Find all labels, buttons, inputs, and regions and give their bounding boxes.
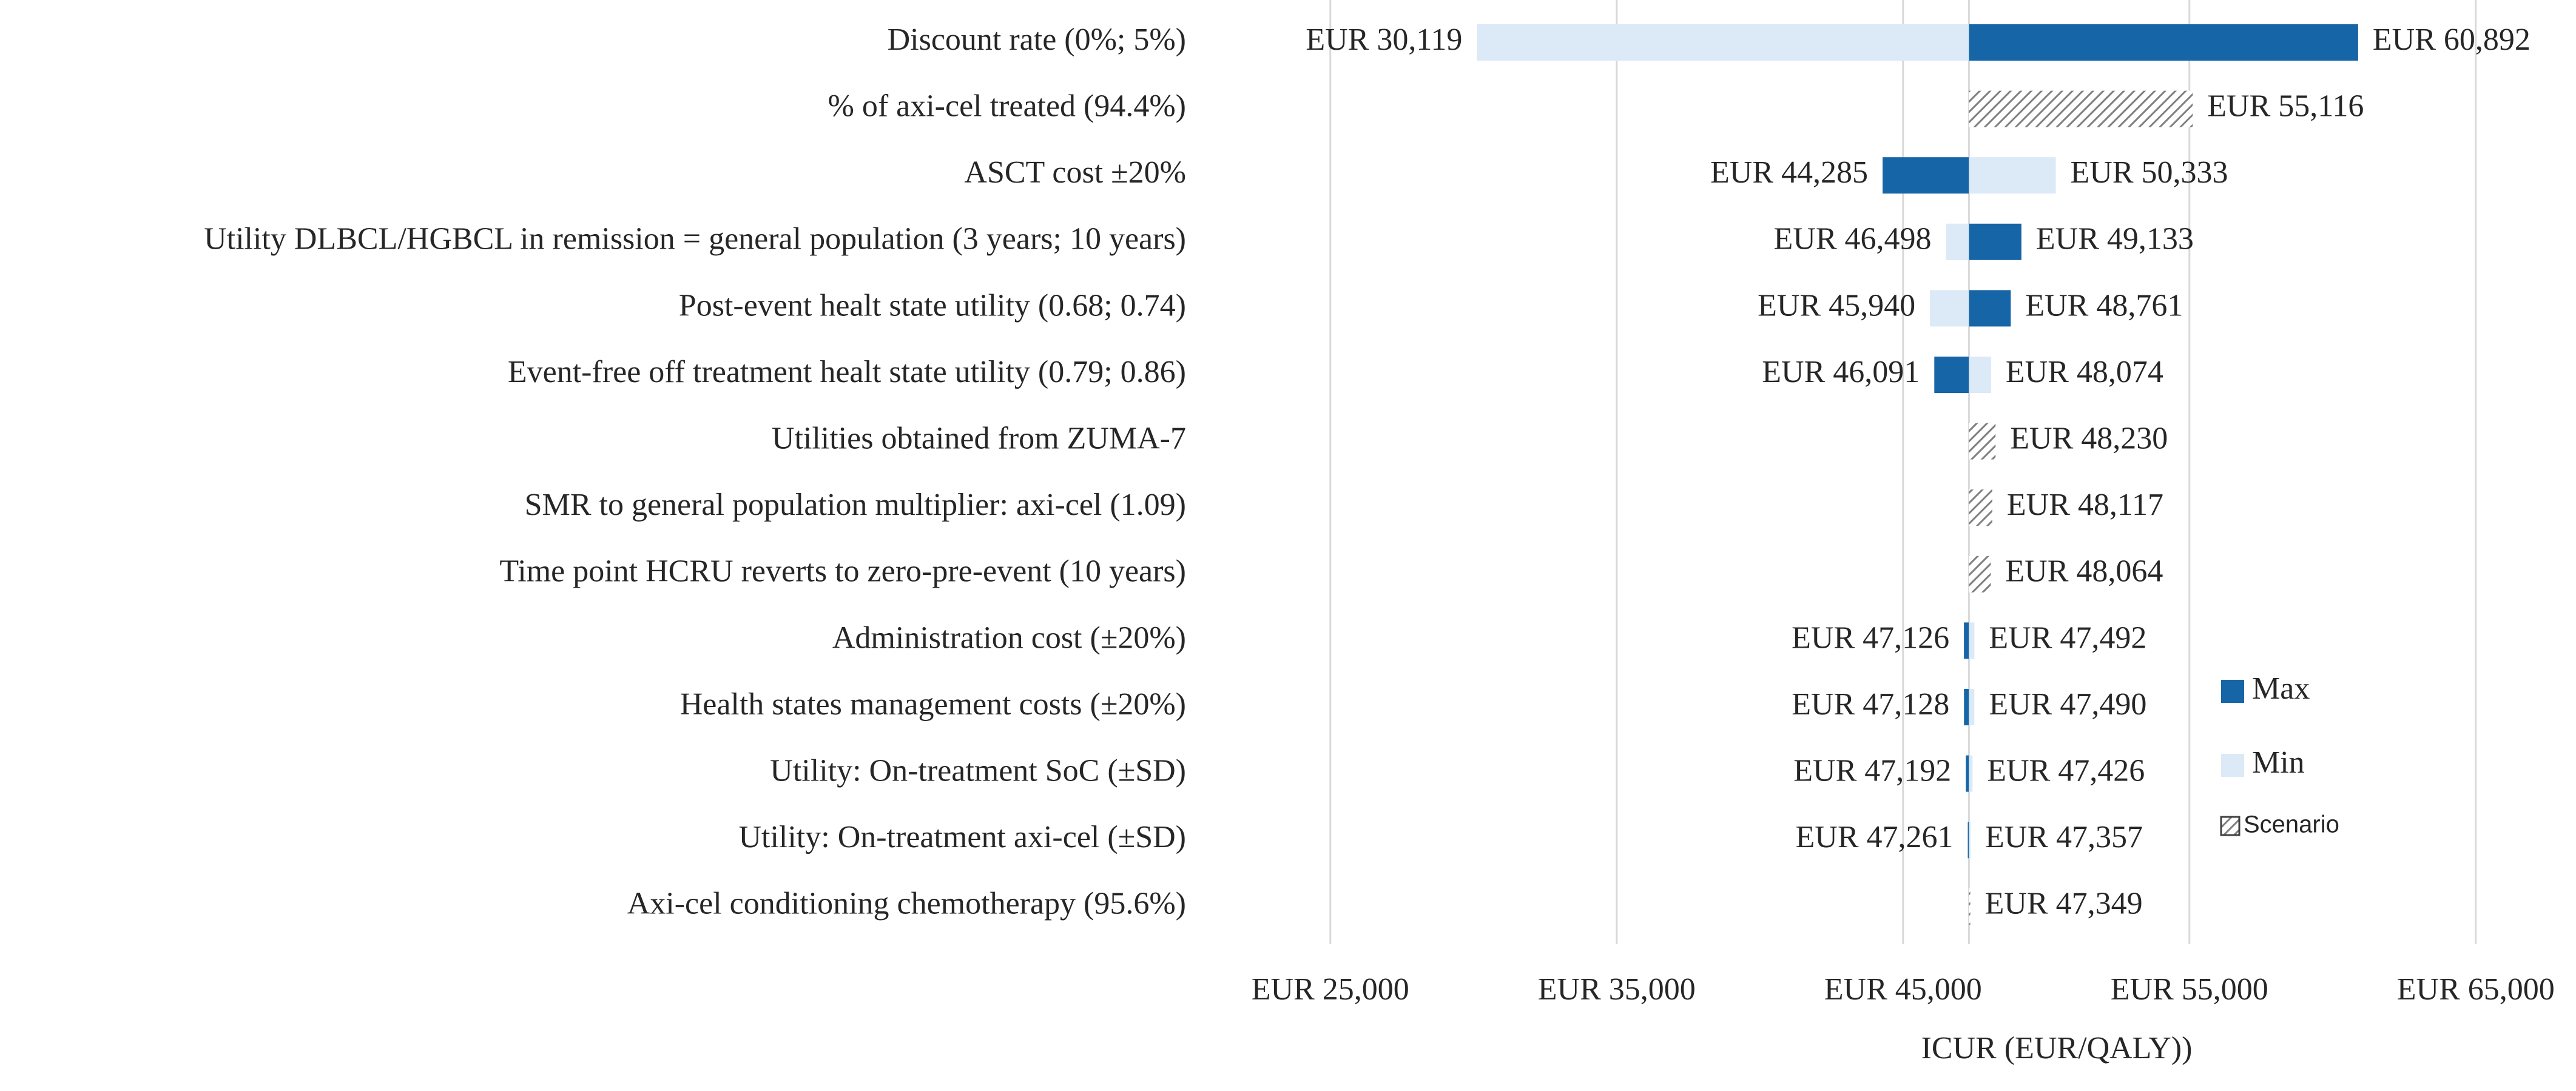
category-label: ASCT cost ±20% [964,155,1186,190]
value-label: EUR 49,133 [2036,222,2194,257]
value-label: EUR 48,761 [2025,288,2183,323]
value-label: EUR 46,498 [1774,222,1932,257]
value-label: EUR 47,492 [1989,620,2146,655]
x-tick-label: EUR 45,000 [1824,972,1982,1007]
category-label: Utility: On-treatment axi-cel (±SD) [738,820,1186,854]
x-axis-title: ICUR (EUR/QALY)) [1921,1031,2193,1066]
bar [1969,822,1971,859]
category-label: Time point HCRU reverts to zero-pre-even… [499,554,1186,589]
category-label: Event-free off treatment healt state uti… [508,355,1186,389]
value-label: EUR 48,117 [2007,488,2163,522]
category-label: Axi-cel conditioning chemotherapy (95.6%… [627,887,1186,921]
bar [1969,689,1975,725]
bar [1969,423,1996,460]
bar [1969,90,2193,127]
category-label: % of axi-cel treated (94.4%) [828,89,1186,124]
category-label: Utility: On-treatment SoC (±SD) [770,754,1186,788]
category-label: Utility DLBCL/HGBCL in remission = gener… [204,222,1186,257]
value-label: EUR 47,426 [1987,754,2145,788]
value-label: EUR 48,230 [2010,421,2168,456]
value-label: EUR 60,892 [2373,22,2530,57]
bar [1966,755,1969,792]
bar [1969,888,1971,925]
bar [1969,157,2056,194]
legend-label: Scenario [2244,811,2339,838]
value-label: EUR 47,261 [1796,820,1954,854]
x-tick-label: EUR 35,000 [1538,972,1696,1007]
category-label: Health states management costs (±20%) [680,687,1186,722]
value-label: EUR 47,490 [1989,687,2146,722]
value-label: EUR 30,119 [1306,22,1462,57]
bar [1477,24,1969,61]
value-label: EUR 47,128 [1792,687,1949,722]
legend-label: Min [2252,745,2305,780]
bar [1969,357,1991,393]
category-label: Administration cost (±20%) [832,620,1186,655]
bar [1969,290,2011,327]
legend-swatch [2221,680,2244,703]
bar [1969,622,1975,659]
legend-swatch [2221,754,2244,777]
bar [1964,689,1969,725]
value-label: EUR 48,064 [2005,554,2163,589]
bar [1964,622,1969,659]
bar [1969,489,1992,526]
bar [1967,822,1969,859]
legend-label: Max [2252,671,2310,706]
x-tick-label: EUR 55,000 [2111,972,2268,1007]
x-tick-label: EUR 65,000 [2397,972,2555,1007]
value-label: EUR 47,192 [1793,754,1951,788]
value-label: EUR 44,285 [1710,155,1868,190]
bar [1883,157,1969,194]
bar [1934,357,1969,393]
category-label: Discount rate (0%; 5%) [888,22,1186,57]
grid [1329,0,2477,944]
value-label: EUR 47,126 [1792,620,1949,655]
bar [1969,223,2021,260]
bar [1969,24,2358,61]
value-label: EUR 46,091 [1762,355,1920,389]
legend-swatch [2220,816,2241,836]
bar [1946,223,1969,260]
value-label: EUR 47,357 [1985,820,2143,854]
value-label: EUR 45,940 [1758,288,1915,323]
bar [1930,290,1969,327]
value-label: EUR 47,349 [1985,887,2143,921]
bar [1969,755,1973,792]
value-label: EUR 48,074 [2006,355,2163,389]
x-tick-label: EUR 25,000 [1252,972,1409,1007]
category-label: Post-event healt state utility (0.68; 0.… [679,288,1186,323]
category-label: Utilities obtained from ZUMA-7 [772,421,1186,456]
value-label: EUR 55,116 [2207,89,2364,124]
bar [1969,556,1991,592]
value-label: EUR 50,333 [2071,155,2228,190]
category-label: SMR to general population multiplier: ax… [525,488,1186,522]
